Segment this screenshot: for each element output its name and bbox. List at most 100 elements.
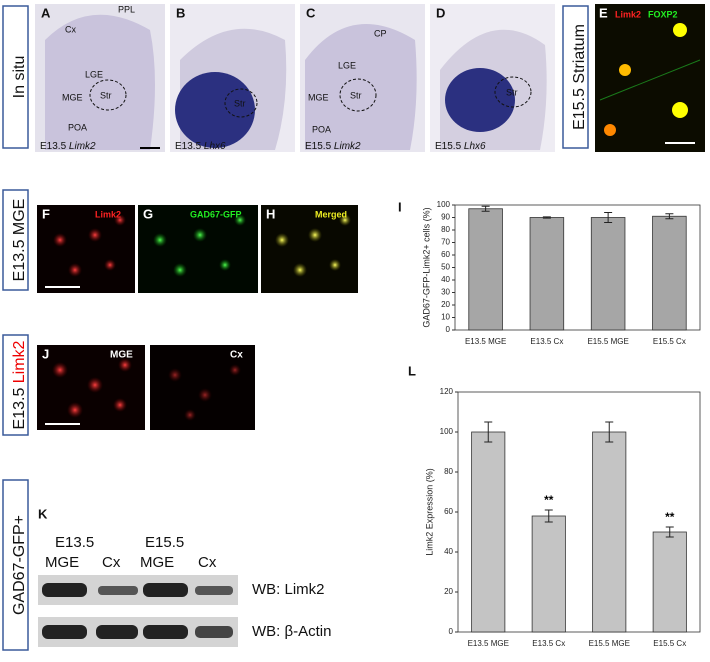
bar: [592, 431, 627, 633]
panel-letter: B: [176, 5, 185, 20]
error-bar: [605, 421, 614, 443]
stage: E13.5: [175, 141, 202, 152]
panel-letter: G: [143, 206, 153, 221]
y-tick-label: 40: [444, 547, 453, 556]
y-tick-label: 0: [446, 325, 451, 334]
region-label: LGE: [85, 69, 103, 79]
panel-letter: F: [42, 206, 50, 221]
lane-label: MGE: [45, 554, 79, 571]
region-label: Cx: [65, 24, 76, 34]
x-tick-label: E15.5 MGE: [587, 337, 628, 346]
stain-label: Limk2: [95, 209, 121, 219]
row-label: E15.5 Striatum: [571, 24, 588, 130]
bar: [652, 215, 687, 331]
region-label: MGE: [308, 92, 329, 102]
region-label: Str: [234, 98, 246, 108]
panel-caption: E13.5 Lhx6: [175, 141, 226, 152]
x-tick-label: E13.5 Cx: [532, 639, 565, 648]
y-tick-label: 80: [444, 467, 453, 476]
panel-letter: K: [38, 506, 48, 521]
panel-letter: E: [599, 5, 608, 20]
bar: [590, 217, 626, 331]
region-label: Cx: [230, 350, 243, 361]
x-tick-label: E15.5 MGE: [589, 639, 630, 648]
region-label: MGE: [62, 92, 83, 102]
y-tick-label: 80: [441, 225, 450, 234]
y-tick-label: 0: [449, 627, 454, 636]
panel-letter: A: [41, 5, 51, 20]
error-bar: [665, 526, 674, 538]
region-label: LGE: [338, 60, 356, 70]
fluorescence-images: [37, 205, 358, 430]
y-tick-label: 120: [440, 387, 454, 396]
bar: [531, 515, 566, 633]
panel-letter: L: [408, 363, 416, 378]
row-label-gene: Limk2: [11, 340, 28, 383]
y-axis-label: GAD67-GFP-Limk2+ cells (%): [421, 207, 431, 327]
region-label: CP: [374, 28, 387, 38]
stage-label: E13.5: [55, 534, 94, 551]
stain-label: FOXP2: [648, 9, 678, 19]
stage: E15.5: [305, 141, 332, 152]
stain-label: Limk2: [615, 9, 641, 19]
blot-label: WB: β-Actin: [252, 623, 331, 640]
error-bar: [665, 213, 674, 220]
x-tick-label: E13.5 Cx: [530, 337, 563, 346]
x-tick-label: E13.5 MGE: [468, 639, 509, 648]
y-tick-label: 10: [441, 313, 450, 322]
row-label-stage: E13.5: [11, 388, 28, 430]
bar: [471, 431, 506, 633]
region-label: Str: [506, 87, 518, 97]
error-bar: [484, 421, 493, 443]
error-bar: [544, 509, 553, 523]
region-label: Str: [350, 90, 362, 100]
region-label: MGE: [110, 350, 133, 361]
x-tick-label: E15.5 Cx: [653, 337, 686, 346]
panel-letter: C: [306, 5, 316, 20]
row-label: E13.5 MGE: [11, 199, 28, 282]
stage: E13.5: [40, 141, 67, 152]
panel-letter: D: [436, 5, 445, 20]
error-bar: [604, 212, 613, 223]
stage-label: E15.5: [145, 534, 184, 551]
panel-letter: J: [42, 346, 49, 361]
bar: [468, 208, 503, 331]
region-label: PPL: [118, 4, 135, 14]
panel-letter: H: [266, 206, 275, 221]
significance: **: [665, 510, 675, 524]
y-tick-label: 60: [441, 250, 450, 259]
region-label: POA: [68, 122, 87, 132]
y-tick-label: 30: [441, 288, 450, 297]
blot-label: WB: Limk2: [252, 581, 325, 598]
bar: [529, 217, 565, 331]
panel-letter: I: [398, 199, 402, 214]
error-bar: [542, 216, 551, 219]
panel-caption: E15.5 Limk2: [305, 141, 361, 152]
bar: [652, 531, 687, 633]
y-axis-label: Limk2 Expression (%): [424, 468, 434, 556]
significance: **: [544, 493, 554, 507]
panel-caption: E13.5 Limk2: [40, 141, 96, 152]
y-tick-label: 20: [444, 587, 453, 596]
lane-label: Cx: [198, 554, 217, 571]
gene: Limk2: [334, 141, 361, 152]
gene: Limk2: [69, 141, 96, 152]
x-tick-label: E15.5 Cx: [653, 639, 686, 648]
y-tick-label: 60: [444, 507, 453, 516]
lane-label: MGE: [140, 554, 174, 571]
error-bar: [481, 205, 490, 212]
gene: Lhx6: [204, 141, 226, 152]
y-tick-label: 70: [441, 238, 450, 247]
lane-label: Cx: [102, 554, 121, 571]
stain-label: GAD67-GFP: [190, 209, 242, 219]
blot-image: [38, 575, 238, 647]
y-tick-label: 20: [441, 300, 450, 309]
panel-caption: E15.5 Lhx6: [435, 141, 486, 152]
row-label: In situ: [11, 56, 28, 99]
x-tick-label: E13.5 MGE: [465, 337, 506, 346]
stage: E15.5: [435, 141, 462, 152]
y-tick-label: 100: [440, 427, 454, 436]
y-tick-label: 100: [437, 200, 451, 209]
row-labels: [2, 5, 589, 651]
